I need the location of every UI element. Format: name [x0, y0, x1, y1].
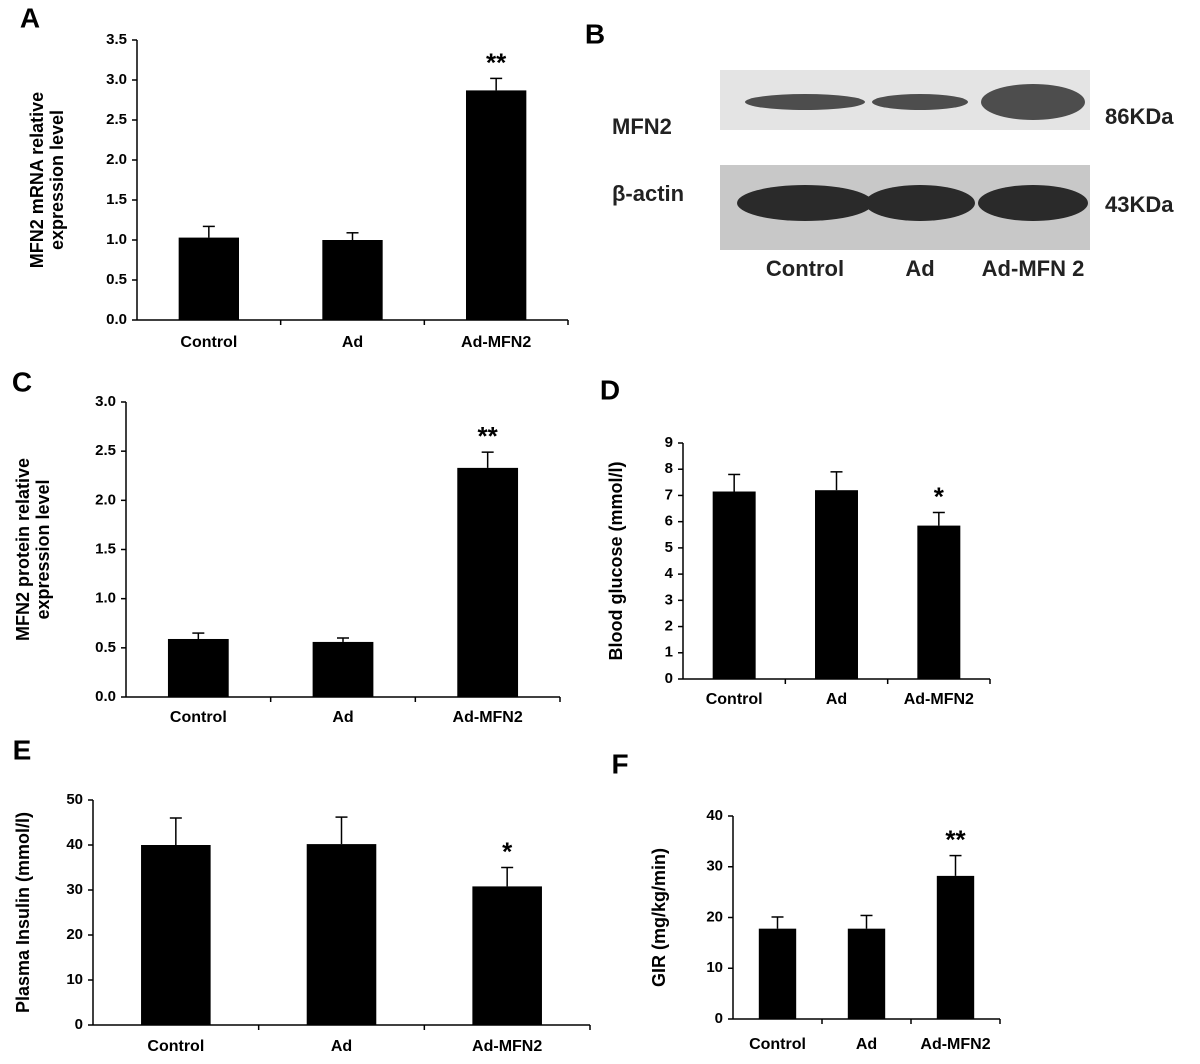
row-label: β-actin [612, 181, 684, 206]
y-tick-label: 3 [665, 591, 673, 608]
y-tick-label: 3.0 [95, 393, 116, 410]
row-label: MFN2 [612, 114, 672, 139]
x-tick-label: Ad-MFN2 [920, 1036, 990, 1053]
y-tick-label: 1.5 [95, 540, 116, 557]
y-tick-label: 0.0 [106, 311, 127, 328]
bar [847, 928, 886, 1019]
y-tick-label: 2.0 [95, 491, 116, 508]
bar [472, 886, 542, 1025]
blot-band [737, 185, 873, 221]
significance-mark: ** [486, 47, 507, 77]
y-tick-label: 4 [665, 565, 674, 582]
bar [167, 638, 229, 697]
y-axis-label: Blood glucose (mmol/l) [606, 461, 626, 660]
bar [178, 237, 240, 320]
x-tick-label: Ad-MFN2 [461, 334, 531, 351]
x-tick-label: Ad [331, 1038, 352, 1055]
bar [712, 491, 756, 679]
bar [312, 641, 374, 697]
y-tick-label: 40 [66, 836, 83, 853]
bar [815, 490, 858, 679]
y-axis-label: expression level [33, 479, 53, 619]
blot-band [872, 94, 968, 110]
y-tick-label: 0 [715, 1010, 723, 1027]
size-label: 86KDa [1105, 104, 1174, 129]
lane-label: Control [766, 256, 844, 281]
y-axis-label: Plasma Insulin (mmol/l) [13, 812, 33, 1013]
x-tick-label: Ad [342, 334, 363, 351]
y-tick-label: 1 [665, 644, 673, 661]
y-tick-label: 5 [665, 539, 673, 556]
y-tick-label: 2.5 [95, 442, 116, 459]
significance-mark: ** [478, 421, 499, 451]
y-tick-label: 7 [665, 486, 673, 503]
bar [322, 240, 383, 320]
panel-label: B [585, 18, 605, 49]
y-tick-label: 1.0 [106, 231, 127, 248]
panel-label: E [13, 734, 32, 765]
x-tick-label: Control [147, 1038, 204, 1055]
lane-label: Ad [905, 256, 934, 281]
panel-label: F [611, 748, 628, 779]
y-tick-label: 0.5 [106, 271, 127, 288]
panel-label: C [12, 366, 32, 397]
y-tick-label: 8 [665, 460, 673, 477]
y-tick-label: 20 [706, 908, 723, 925]
bar [758, 928, 797, 1019]
y-axis-label: MFN2 mRNA relative [27, 92, 47, 268]
y-tick-label: 2.5 [106, 111, 127, 128]
x-tick-label: Ad [332, 709, 353, 726]
y-tick-label: 2 [665, 618, 673, 635]
y-tick-label: 10 [706, 959, 723, 976]
panel-label: A [20, 2, 40, 33]
bar [465, 90, 527, 321]
size-label: 43KDa [1105, 192, 1174, 217]
y-axis-label: GIR (mg/kg/min) [649, 848, 669, 987]
y-tick-label: 1.5 [106, 191, 127, 208]
y-tick-label: 0 [665, 670, 673, 687]
y-tick-label: 10 [66, 971, 83, 988]
y-tick-label: 0.0 [95, 688, 116, 705]
y-tick-label: 0 [75, 1016, 83, 1033]
bar [917, 525, 961, 679]
lane-label: Ad-MFN 2 [982, 256, 1085, 281]
significance-mark: * [502, 836, 513, 866]
significance-mark: ** [945, 824, 966, 854]
y-tick-label: 6 [665, 513, 673, 530]
bar [306, 844, 377, 1025]
panel-label: D [600, 374, 620, 405]
y-axis-label: MFN2 protein relative [13, 458, 33, 641]
y-tick-label: 2.0 [106, 151, 127, 168]
bar [936, 875, 975, 1019]
y-tick-label: 30 [706, 858, 723, 875]
y-tick-label: 30 [66, 881, 83, 898]
blot-band [978, 185, 1088, 221]
bar [457, 467, 519, 697]
x-tick-label: Control [180, 334, 237, 351]
x-tick-label: Ad-MFN2 [472, 1038, 542, 1055]
y-axis-label: expression level [47, 110, 67, 250]
blot-band [981, 84, 1085, 120]
bar [141, 845, 211, 1025]
blot-band [865, 185, 975, 221]
y-tick-label: 50 [66, 791, 83, 808]
x-tick-label: Ad-MFN2 [453, 709, 523, 726]
y-tick-label: 20 [66, 926, 83, 943]
x-tick-label: Ad [856, 1036, 877, 1053]
x-tick-label: Control [170, 709, 227, 726]
y-tick-label: 1.0 [95, 590, 116, 607]
x-tick-label: Control [706, 691, 763, 708]
blot-band [745, 94, 865, 110]
y-tick-label: 3.5 [106, 31, 127, 48]
x-tick-label: Ad [826, 691, 847, 708]
y-tick-label: 9 [665, 434, 673, 451]
y-tick-label: 40 [706, 807, 723, 824]
x-tick-label: Control [749, 1036, 806, 1053]
y-tick-label: 3.0 [106, 71, 127, 88]
y-tick-label: 0.5 [95, 639, 116, 656]
significance-mark: * [934, 481, 945, 511]
x-tick-label: Ad-MFN2 [904, 691, 974, 708]
